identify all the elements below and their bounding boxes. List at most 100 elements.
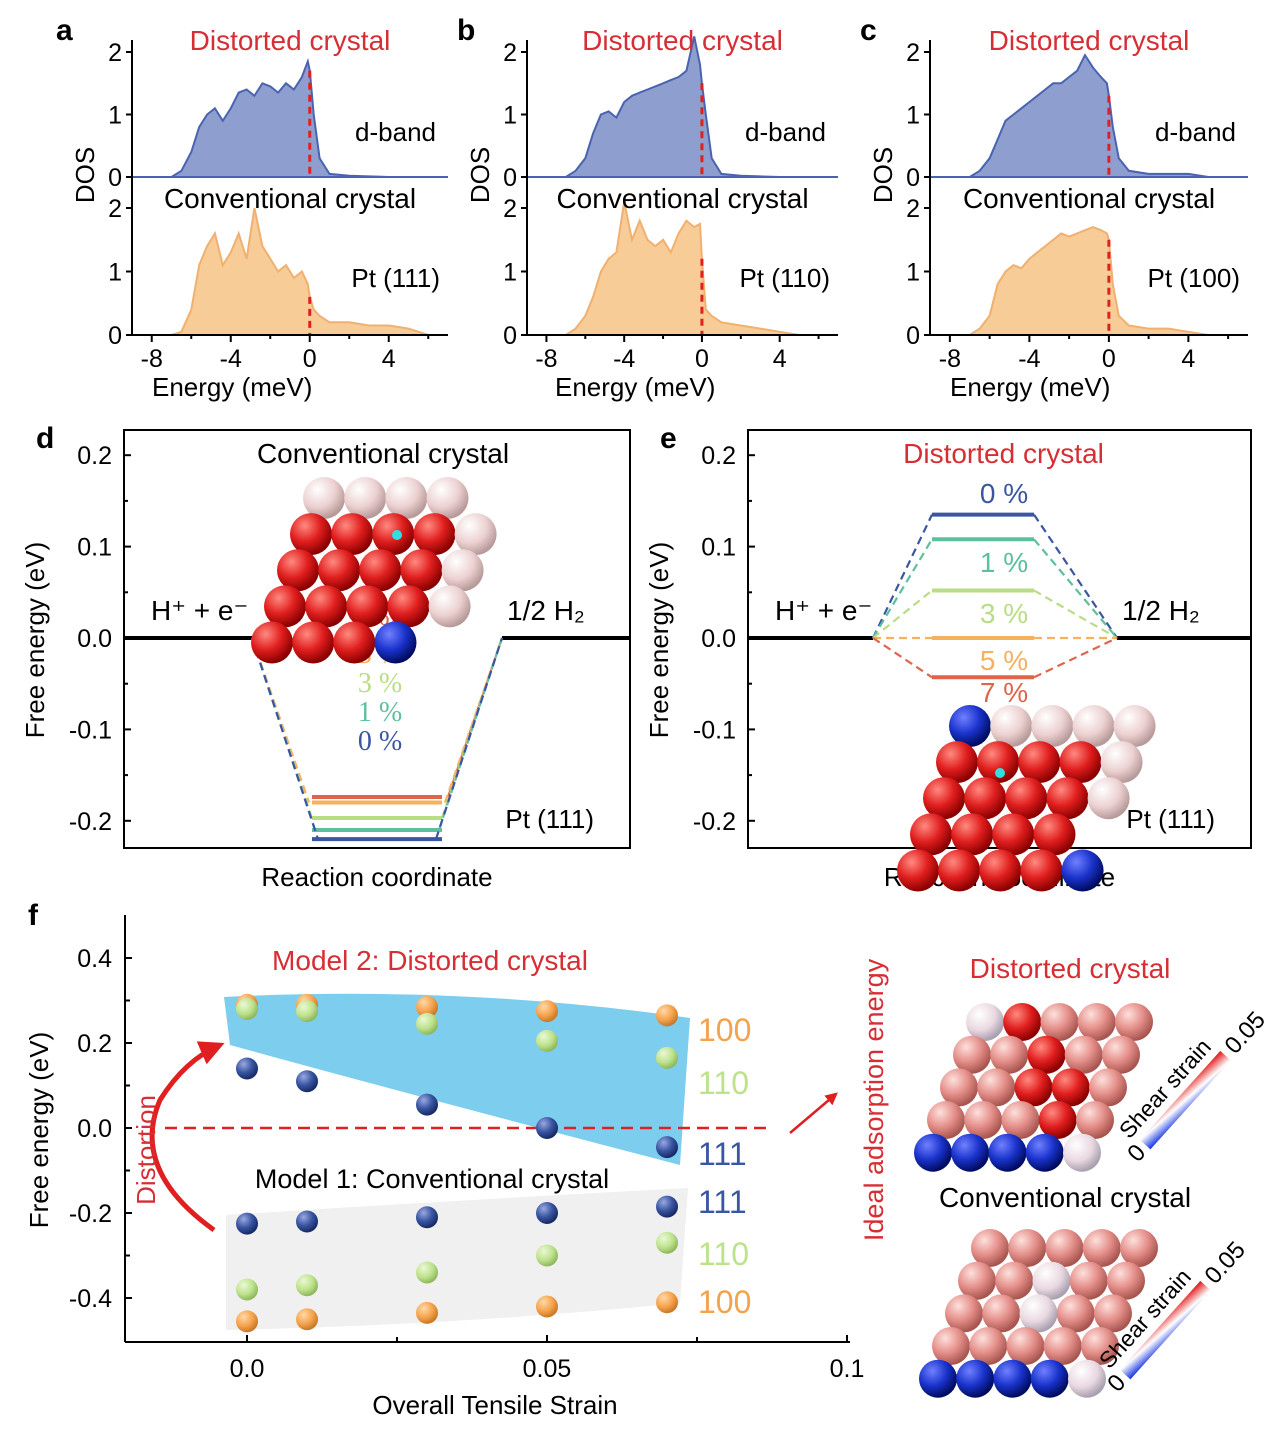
hydrogen-atom xyxy=(392,530,402,540)
series-label: 110 xyxy=(698,1236,749,1272)
series-label: 111 xyxy=(698,1136,747,1172)
y-axis-label: Free energy (eV) xyxy=(20,542,50,739)
distorted-dos-area xyxy=(546,36,838,178)
top-title: Distorted crystal xyxy=(989,25,1190,56)
y-tick-label: 0.1 xyxy=(701,534,736,562)
atom xyxy=(1031,705,1074,747)
y-tick-label: 0.2 xyxy=(77,442,112,470)
atom xyxy=(977,1068,1016,1107)
atom xyxy=(1087,777,1130,820)
connector-right xyxy=(1033,589,1118,639)
y-axis-label: DOS xyxy=(868,147,898,203)
initial-state-label: H⁺ + e⁻ xyxy=(151,595,248,626)
y-axis-label: Free energy (eV) xyxy=(644,542,674,739)
connector-right xyxy=(1033,513,1118,639)
atom xyxy=(1120,1229,1158,1267)
atom xyxy=(333,621,376,664)
colorbar-gradient xyxy=(1140,1050,1231,1150)
atom xyxy=(292,621,335,664)
atom xyxy=(966,1003,1004,1041)
data-point xyxy=(296,1070,318,1093)
atom xyxy=(1008,1229,1047,1267)
atom xyxy=(993,1359,1032,1398)
y-tick-label: -0.1 xyxy=(69,716,112,744)
strain-label: 1 % xyxy=(980,547,1028,578)
dos-panel-b: 0 1 2 0 1 2 -8 -4 0 4 Energy (meV) DOS b Distorted cr… xyxy=(457,14,838,402)
atom xyxy=(426,477,469,519)
y-tick-label: -0.1 xyxy=(693,716,736,744)
y-tick-label: 0.1 xyxy=(77,534,112,562)
hydrogen-atom xyxy=(995,768,1005,778)
bottom-title: Conventional crystal xyxy=(556,183,808,214)
y-axis-label: Free energy (eV) xyxy=(24,1032,54,1229)
data-point xyxy=(236,1278,258,1301)
panel-title: Conventional crystal xyxy=(257,438,509,469)
atom xyxy=(428,585,471,628)
atom xyxy=(1005,777,1048,820)
atom xyxy=(1115,1003,1153,1041)
y-tick-label: 2 xyxy=(906,39,920,67)
atom xyxy=(1003,1003,1042,1041)
top-title: Distorted crystal xyxy=(190,25,391,56)
atom xyxy=(990,705,1033,747)
atom xyxy=(990,1035,1029,1074)
connector-left xyxy=(872,637,933,679)
atom xyxy=(1068,1359,1106,1398)
data-point xyxy=(236,1310,258,1333)
atom xyxy=(318,549,361,592)
facet-label: Pt (110) xyxy=(739,263,830,293)
data-point xyxy=(416,1301,438,1324)
atom xyxy=(346,585,389,628)
atom xyxy=(1089,1068,1127,1107)
data-point xyxy=(416,1261,438,1284)
connector-right xyxy=(1033,637,1118,679)
atom xyxy=(953,1035,991,1074)
atom xyxy=(951,813,994,856)
atom xyxy=(1082,1229,1121,1267)
y-tick-label: -0.4 xyxy=(69,1285,112,1313)
atom xyxy=(1061,849,1104,892)
x-axis-label: Reaction coordinate xyxy=(261,862,492,892)
d-band-label: d-band xyxy=(1155,117,1236,147)
y-tick-label: 1 xyxy=(503,102,517,130)
atom xyxy=(1027,1035,1066,1074)
atom xyxy=(956,1359,995,1398)
atom xyxy=(454,513,497,556)
y-tick-label: 0.0 xyxy=(77,625,112,653)
atom xyxy=(1100,741,1143,784)
data-point xyxy=(236,1057,258,1080)
atom xyxy=(1059,741,1102,784)
atom xyxy=(971,1229,1009,1267)
connector-left xyxy=(872,514,933,639)
atom xyxy=(910,813,952,856)
distorted-surface-model xyxy=(914,1003,1153,1172)
connector-left xyxy=(872,589,933,639)
atom xyxy=(964,1101,1003,1139)
data-point xyxy=(536,1000,558,1023)
atom xyxy=(938,849,981,892)
atom xyxy=(1069,1261,1108,1300)
data-point xyxy=(536,1244,558,1267)
connector-left xyxy=(872,538,933,639)
y-tick-label: 1 xyxy=(906,102,920,130)
pt-surface-model xyxy=(897,705,1156,892)
x-tick-label: -4 xyxy=(613,345,635,373)
x-tick-label: 4 xyxy=(1181,345,1195,373)
connector-right xyxy=(1033,538,1118,639)
data-point xyxy=(536,1295,558,1318)
atom xyxy=(303,477,345,519)
conventional-dos-area xyxy=(546,201,838,336)
atom xyxy=(1040,1003,1079,1041)
atom xyxy=(1045,1229,1084,1267)
data-point xyxy=(236,998,258,1020)
strain-label: 0 % xyxy=(980,478,1028,509)
inset-bottom-title: Conventional crystal xyxy=(939,1182,1191,1213)
atom xyxy=(359,549,402,592)
data-point xyxy=(236,1212,258,1235)
y-tick-label: 0 xyxy=(108,164,122,192)
atom xyxy=(923,777,965,820)
y-tick-label: 0.0 xyxy=(77,1115,112,1143)
atom xyxy=(1001,1101,1040,1139)
x-axis-label: Energy (meV) xyxy=(950,372,1110,402)
x-tick-label: 0 xyxy=(695,345,709,373)
